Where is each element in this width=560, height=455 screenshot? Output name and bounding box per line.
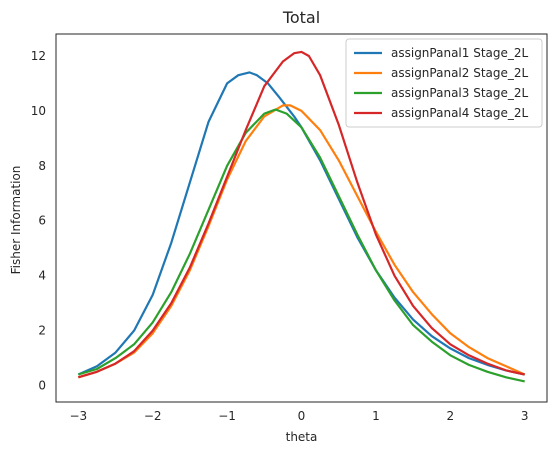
x-tick-label: 2	[446, 409, 454, 423]
y-tick-label: 0	[38, 379, 46, 393]
x-tick-label: 0	[298, 409, 306, 423]
x-tick-label: 1	[372, 409, 380, 423]
x-tick-label: −1	[218, 409, 236, 423]
x-tick-label: −3	[69, 409, 87, 423]
x-tick-label: −2	[144, 409, 162, 423]
legend-entry: assignPanal3 Stage_2L	[391, 86, 529, 100]
y-tick-label: 12	[31, 49, 46, 63]
y-tick-label: 10	[31, 104, 46, 118]
y-tick-label: 6	[38, 214, 46, 228]
chart-title: Total	[282, 8, 320, 27]
legend-entry: assignPanal2 Stage_2L	[391, 66, 529, 80]
legend-box	[345, 38, 543, 128]
series-line-1	[77, 71, 525, 376]
series-line-3	[77, 108, 525, 383]
legend-entry: assignPanal4 Stage_2L	[391, 106, 529, 120]
x-axis: −3 −2 −1 0 1 2 3	[69, 409, 528, 423]
series-line-4	[77, 50, 525, 379]
legend-entry: assignPanal1 Stage_2L	[391, 46, 529, 60]
series-line-2	[77, 104, 526, 379]
legend: assignPanal1 Stage_2L assignPanal2 Stage_…	[345, 38, 543, 128]
y-tick-label: 4	[38, 269, 46, 283]
x-axis-label: theta	[286, 430, 318, 444]
y-axis: 0 2 4 6 8 10 12	[31, 49, 46, 393]
y-tick-label: 2	[38, 324, 46, 338]
y-tick-label: 8	[38, 159, 46, 173]
x-tick-label: 3	[521, 409, 529, 423]
y-axis-label: Fisher Information	[9, 166, 23, 275]
